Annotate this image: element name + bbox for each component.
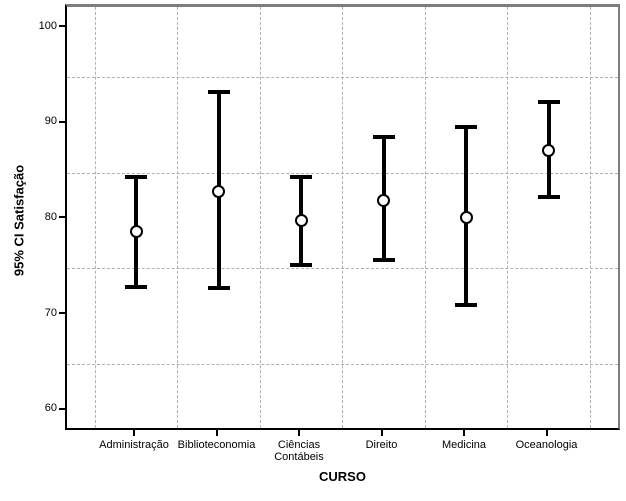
y-tick-90 — [59, 120, 65, 123]
error-bar-cap-bottom — [125, 285, 147, 290]
y-tick-80 — [59, 216, 65, 219]
error-bar-cap-bottom — [537, 194, 560, 199]
mean-marker — [459, 211, 473, 225]
category-boundary-gridline — [94, 7, 96, 428]
mean-marker — [542, 144, 555, 158]
error-bar-cap-bottom — [372, 257, 395, 262]
error-bar-cap-top — [537, 99, 560, 104]
x-tick-4 — [463, 430, 465, 436]
category-boundary-gridline — [177, 7, 179, 428]
x-category-label-1: Biblioteconomia — [177, 439, 256, 451]
mean-marker — [377, 193, 390, 207]
error-bar-cap-top — [207, 90, 230, 95]
x-category-label-0: Administração — [99, 439, 169, 451]
y-tick-label-60: 60 — [44, 402, 57, 415]
y-tick-70 — [59, 312, 65, 315]
error-bar-cap-top — [290, 175, 312, 180]
y-tick-label-80: 80 — [44, 210, 57, 223]
error-bar-cap-bottom — [455, 302, 477, 307]
x-category-label-2: Ciências Contábeis — [274, 439, 324, 463]
x-category-label-3: Direito — [365, 439, 398, 451]
category-boundary-gridline — [424, 7, 426, 428]
x-tick-2 — [298, 430, 300, 436]
category-boundary-gridline — [589, 7, 591, 428]
category-boundary-gridline — [507, 7, 509, 428]
category-boundary-gridline — [342, 7, 344, 428]
x-category-label-4: Medicina — [441, 439, 487, 451]
x-tick-1 — [215, 430, 218, 436]
y-tick-100 — [59, 25, 65, 28]
x-axis-title: CURSO — [319, 469, 366, 484]
y-tick-label-100: 100 — [38, 19, 57, 32]
y-tick-label-90: 90 — [44, 115, 57, 128]
x-tick-0 — [133, 430, 135, 436]
x-tick-3 — [380, 430, 383, 436]
x-category-label-5: Oceanologia — [515, 439, 578, 451]
y-tick-60 — [59, 407, 65, 410]
error-bar-cap-bottom — [290, 263, 312, 268]
error-bar-cap-top — [455, 124, 477, 129]
error-bar-cap-top — [372, 135, 395, 140]
mean-marker — [129, 225, 143, 239]
error-bar-cap-top — [125, 175, 147, 180]
mean-marker — [212, 185, 225, 199]
x-tick-5 — [545, 430, 548, 436]
plot-area — [65, 4, 620, 430]
error-bar-cap-bottom — [207, 286, 230, 291]
category-boundary-gridline — [259, 7, 261, 428]
mean-marker — [294, 213, 308, 227]
y-tick-label-70: 70 — [44, 306, 57, 319]
